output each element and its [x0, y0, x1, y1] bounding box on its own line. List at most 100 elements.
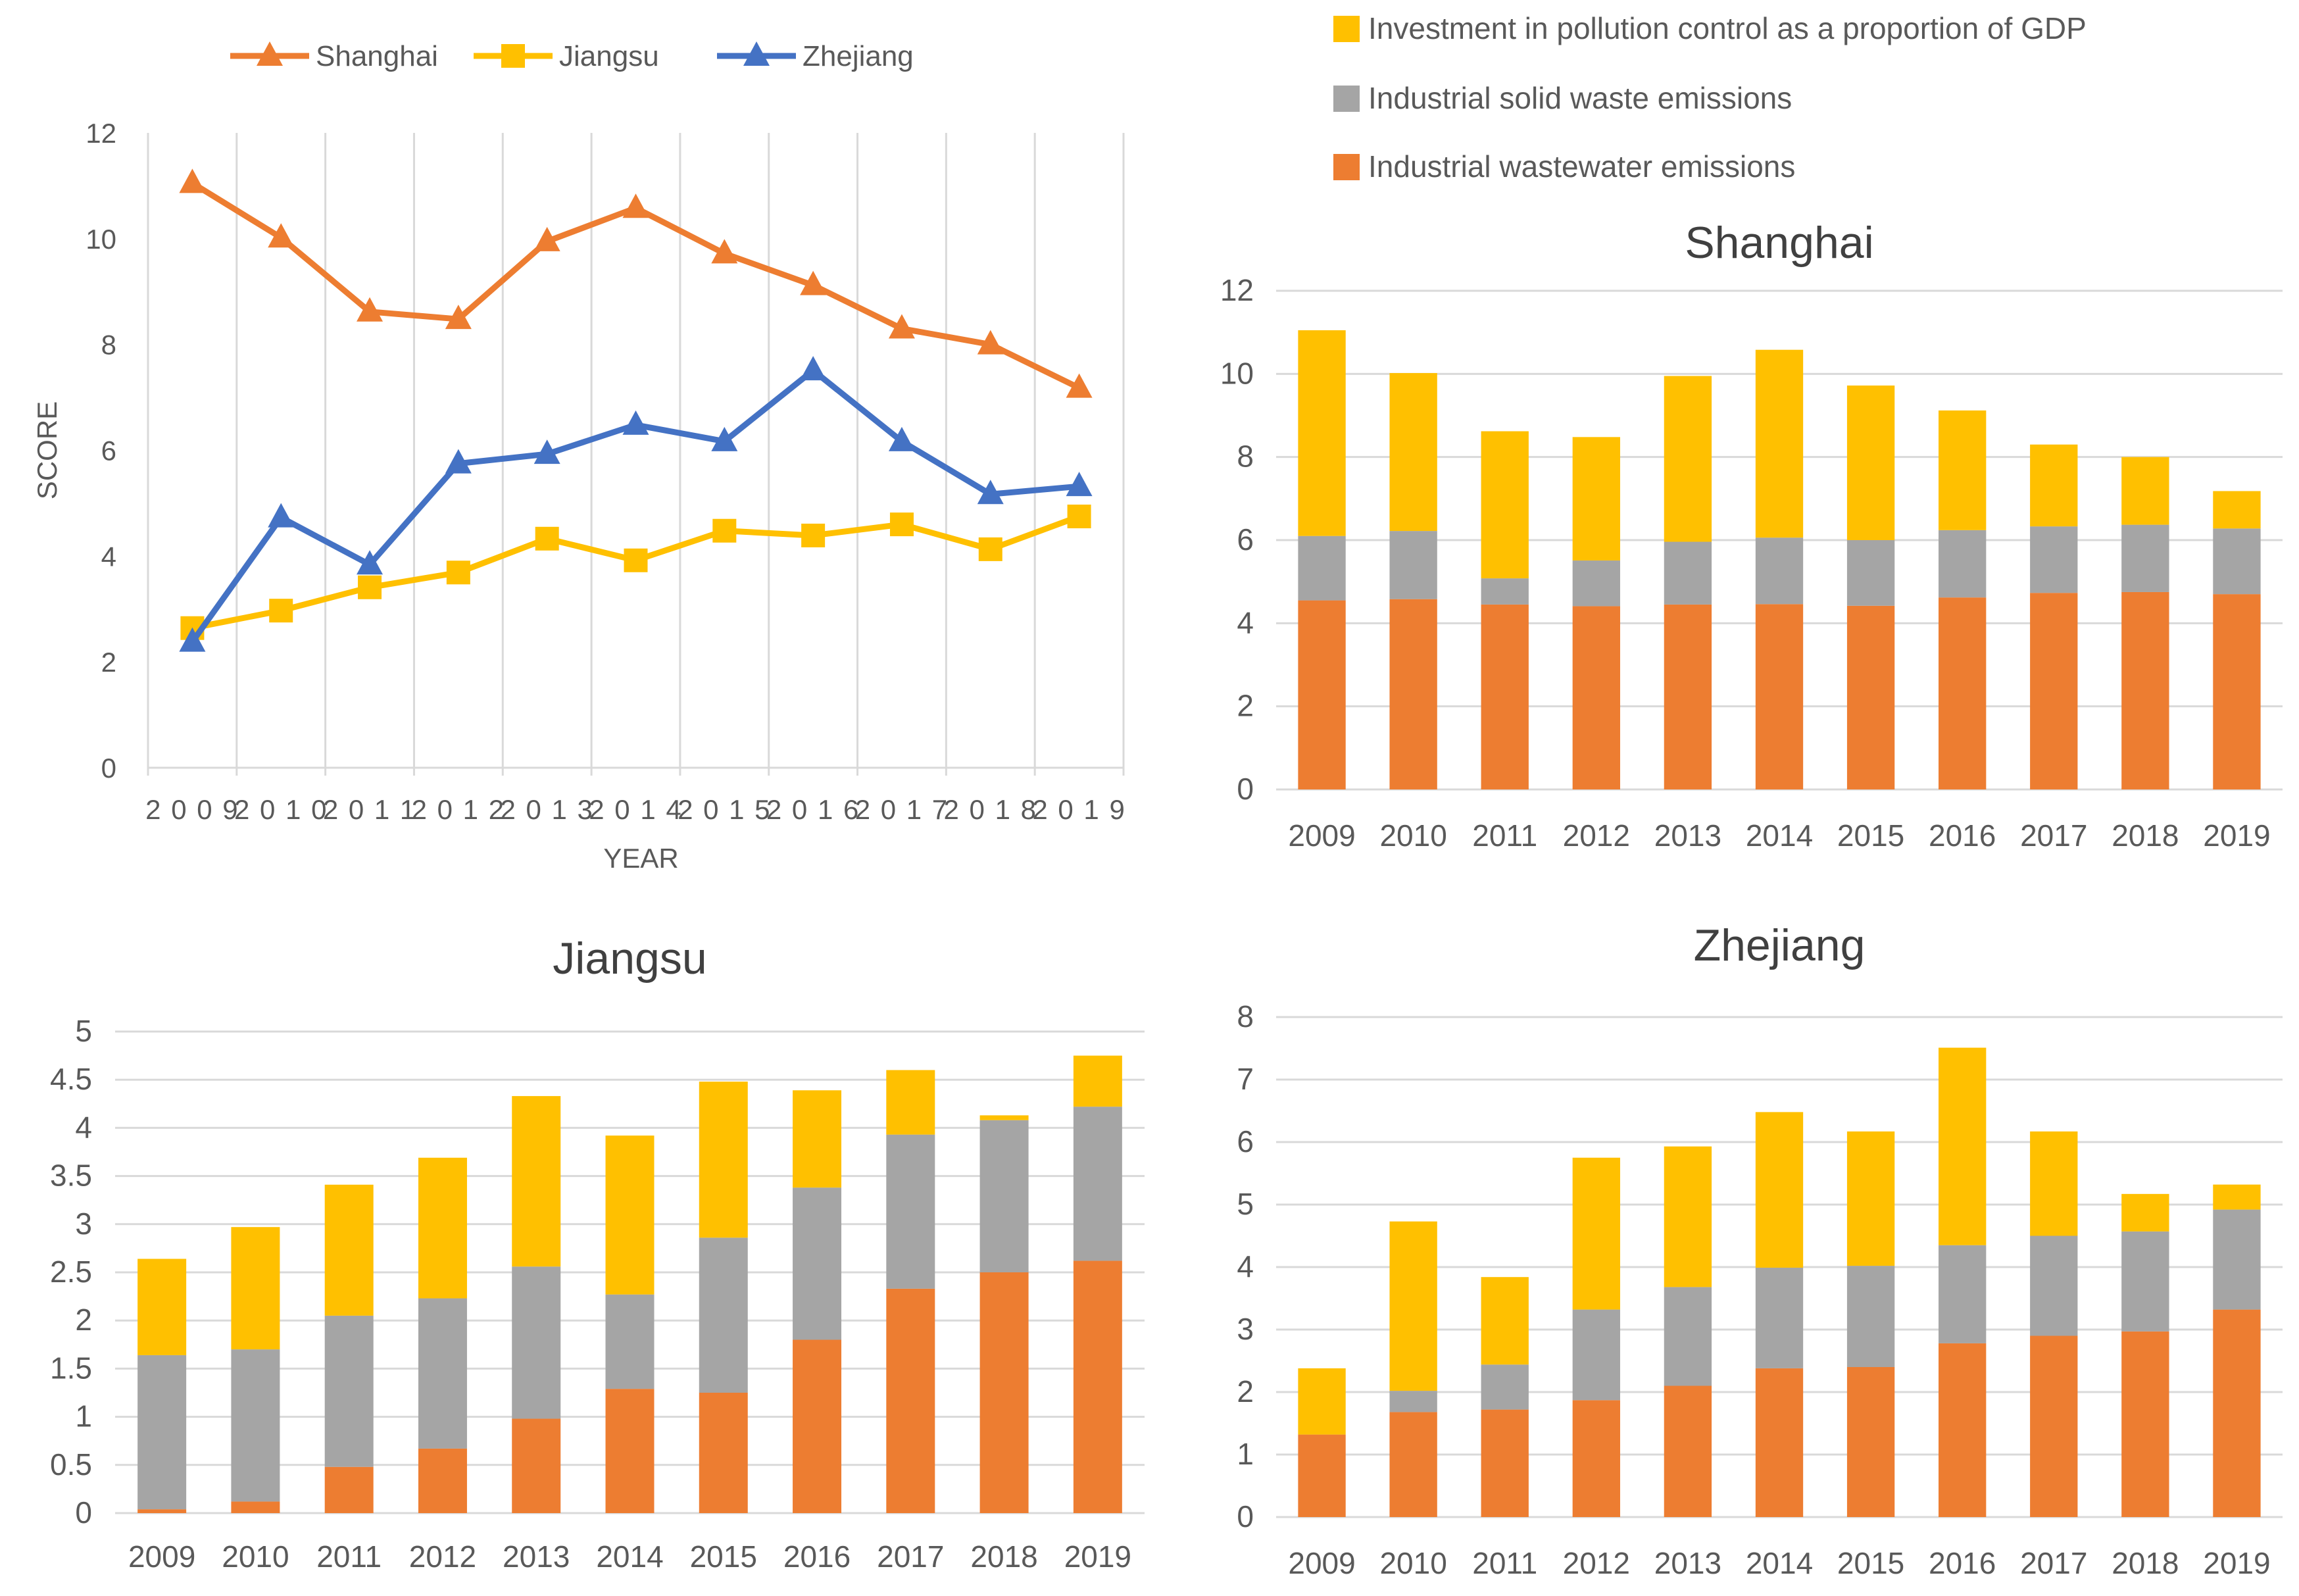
data-point-zhejiang [800, 356, 827, 381]
x-tick-label: 2019 [1064, 1539, 1131, 1574]
bar-segment-investment [1481, 1277, 1529, 1365]
bar-segment-investment [1572, 437, 1620, 561]
bar-segment-wastewater [1846, 605, 1895, 789]
stacked-bar-chart-jiangsu: Jiangsu 0 0.5 1 1.5 2 2.5 3 3.5 4 4.5 5 2009 2010 2011… [50, 934, 1145, 1574]
data-point-jiangsu [535, 526, 559, 551]
bar-segment-investment [605, 1135, 655, 1295]
data-point-jiangsu [624, 548, 648, 572]
legend-swatch-investment [1333, 16, 1360, 42]
legend-swatch-wastewater [1333, 154, 1360, 180]
y-tick-label: 8 [1237, 999, 1254, 1034]
bar-segment-wastewater [324, 1466, 374, 1513]
legend-label-investment: Investment in pollution control as a pro… [1368, 11, 2087, 45]
data-point-jiangsu [446, 561, 470, 585]
bar-segment-solid_waste [1939, 530, 1987, 598]
x-tick-label: 2017 [2020, 818, 2087, 853]
bar-segment-solid_waste [2213, 1209, 2261, 1310]
bar-segment-investment [793, 1090, 842, 1188]
data-point-zhejiang [179, 627, 206, 652]
data-point-shanghai [445, 305, 472, 330]
y-tick-label: 0 [1237, 772, 1254, 806]
y-tick-label: 10 [1220, 356, 1254, 390]
bar-segment-investment [1572, 1157, 1620, 1310]
bar-segment-wastewater [1846, 1367, 1895, 1517]
bar-segment-investment [512, 1096, 561, 1267]
bar-segment-solid_waste [231, 1349, 280, 1502]
data-point-jiangsu [1067, 505, 1091, 529]
bar-segment-solid_waste [2030, 1235, 2078, 1336]
bar-segment-wastewater [1755, 604, 1804, 789]
data-point-zhejiang [977, 480, 1004, 505]
x-tick-label: 2 0 1 9 [1032, 794, 1125, 825]
bar-segment-solid_waste [137, 1355, 187, 1510]
bar-segment-solid_waste [1755, 537, 1804, 605]
bar-segment-wastewater [1572, 1400, 1620, 1517]
bar-segment-wastewater [137, 1509, 187, 1513]
bar-segment-solid_waste [1481, 1364, 1529, 1410]
bar-segment-investment [2030, 1131, 2078, 1236]
data-point-zhejiang [357, 550, 383, 575]
legend-marker-shanghai [257, 41, 283, 66]
data-point-jiangsu [358, 575, 382, 599]
bar-segment-solid_waste [2121, 1231, 2169, 1332]
x-tick-label: 2 0 1 5 [678, 794, 771, 825]
x-tick-label: 2018 [2112, 818, 2179, 853]
legend-label-jiangsu: Jiangsu [559, 40, 659, 72]
y-tick-label: 7 [1237, 1062, 1254, 1096]
bar-segment-solid_waste [2213, 528, 2261, 595]
y-tick-label: 2 [1237, 1374, 1254, 1409]
y-tick-label: 4 [1237, 1249, 1254, 1284]
bar-segment-wastewater [1298, 1434, 1346, 1517]
bar-segment-solid_waste [512, 1266, 561, 1419]
bar-segment-investment [418, 1157, 467, 1299]
bar-segment-solid_waste [2030, 526, 2078, 593]
bar-segment-wastewater [1298, 600, 1346, 789]
stacked-bar-legend: Investment in pollution control as a pro… [1333, 11, 2087, 184]
legend-label-zhejiang: Zhejiang [803, 40, 914, 72]
bar-segment-investment [2213, 1184, 2261, 1210]
bar-segment-wastewater [1389, 1412, 1437, 1517]
x-tick-label: 2 0 0 9 [145, 794, 239, 825]
x-tick-label: 2010 [1379, 1546, 1446, 1580]
bar-segment-investment [1481, 431, 1529, 579]
bar-segment-wastewater [1664, 604, 1712, 789]
x-tick-label: 2018 [2112, 1546, 2179, 1580]
bar-segment-investment [2030, 444, 2078, 527]
bar-segment-wastewater [1939, 1343, 1987, 1517]
legend-label-wastewater: Industrial wastewater emissions [1368, 149, 1795, 184]
legend-swatch-solid_waste [1333, 86, 1360, 112]
bar-segment-investment [2121, 457, 2169, 525]
y-tick-label: 8 [1237, 439, 1254, 474]
stacked-bar-chart-shanghai: Shanghai 0 2 4 6 8 10 12 2009 2010 2011 2012 2013 201… [1220, 218, 2283, 853]
x-tick-label: 2014 [1746, 818, 1813, 853]
x-tick-label: 2015 [1837, 1546, 1904, 1580]
y-tick-label: 1 [75, 1399, 92, 1434]
x-tick-label: 2013 [503, 1539, 570, 1574]
bar-segment-wastewater [2213, 1309, 2261, 1517]
data-point-jiangsu [712, 518, 737, 543]
bar-segment-wastewater [2121, 1331, 2169, 1517]
bar-segment-investment [1755, 1112, 1804, 1268]
bar-segment-solid_waste [324, 1315, 374, 1467]
x-tick-label: 2017 [877, 1539, 944, 1574]
data-point-shanghai [268, 223, 295, 248]
x-tick-label: 2014 [1746, 1546, 1813, 1580]
bar-segment-investment [979, 1115, 1029, 1120]
bar-segment-solid_waste [1939, 1245, 1987, 1343]
bar-segment-investment [1664, 376, 1712, 542]
y-tick-label: 0 [101, 753, 116, 784]
data-point-shanghai [533, 226, 560, 251]
bar-segment-wastewater [793, 1339, 842, 1513]
y-tick-label: 2.5 [50, 1255, 92, 1289]
bar-segment-investment [231, 1227, 280, 1350]
bar-segment-investment [2213, 491, 2261, 529]
bar-segment-wastewater [1481, 604, 1529, 789]
y-tick-label: 0 [75, 1495, 92, 1530]
y-tick-label: 4.5 [50, 1062, 92, 1096]
bar-segment-solid_waste [605, 1294, 655, 1389]
x-tick-label: 2016 [1929, 1546, 1996, 1580]
bar-segment-solid_waste [1389, 531, 1437, 599]
bar-segment-solid_waste [886, 1134, 935, 1289]
y-tick-label: 2 [75, 1303, 92, 1337]
y-tick-label: 2 [1237, 689, 1254, 723]
